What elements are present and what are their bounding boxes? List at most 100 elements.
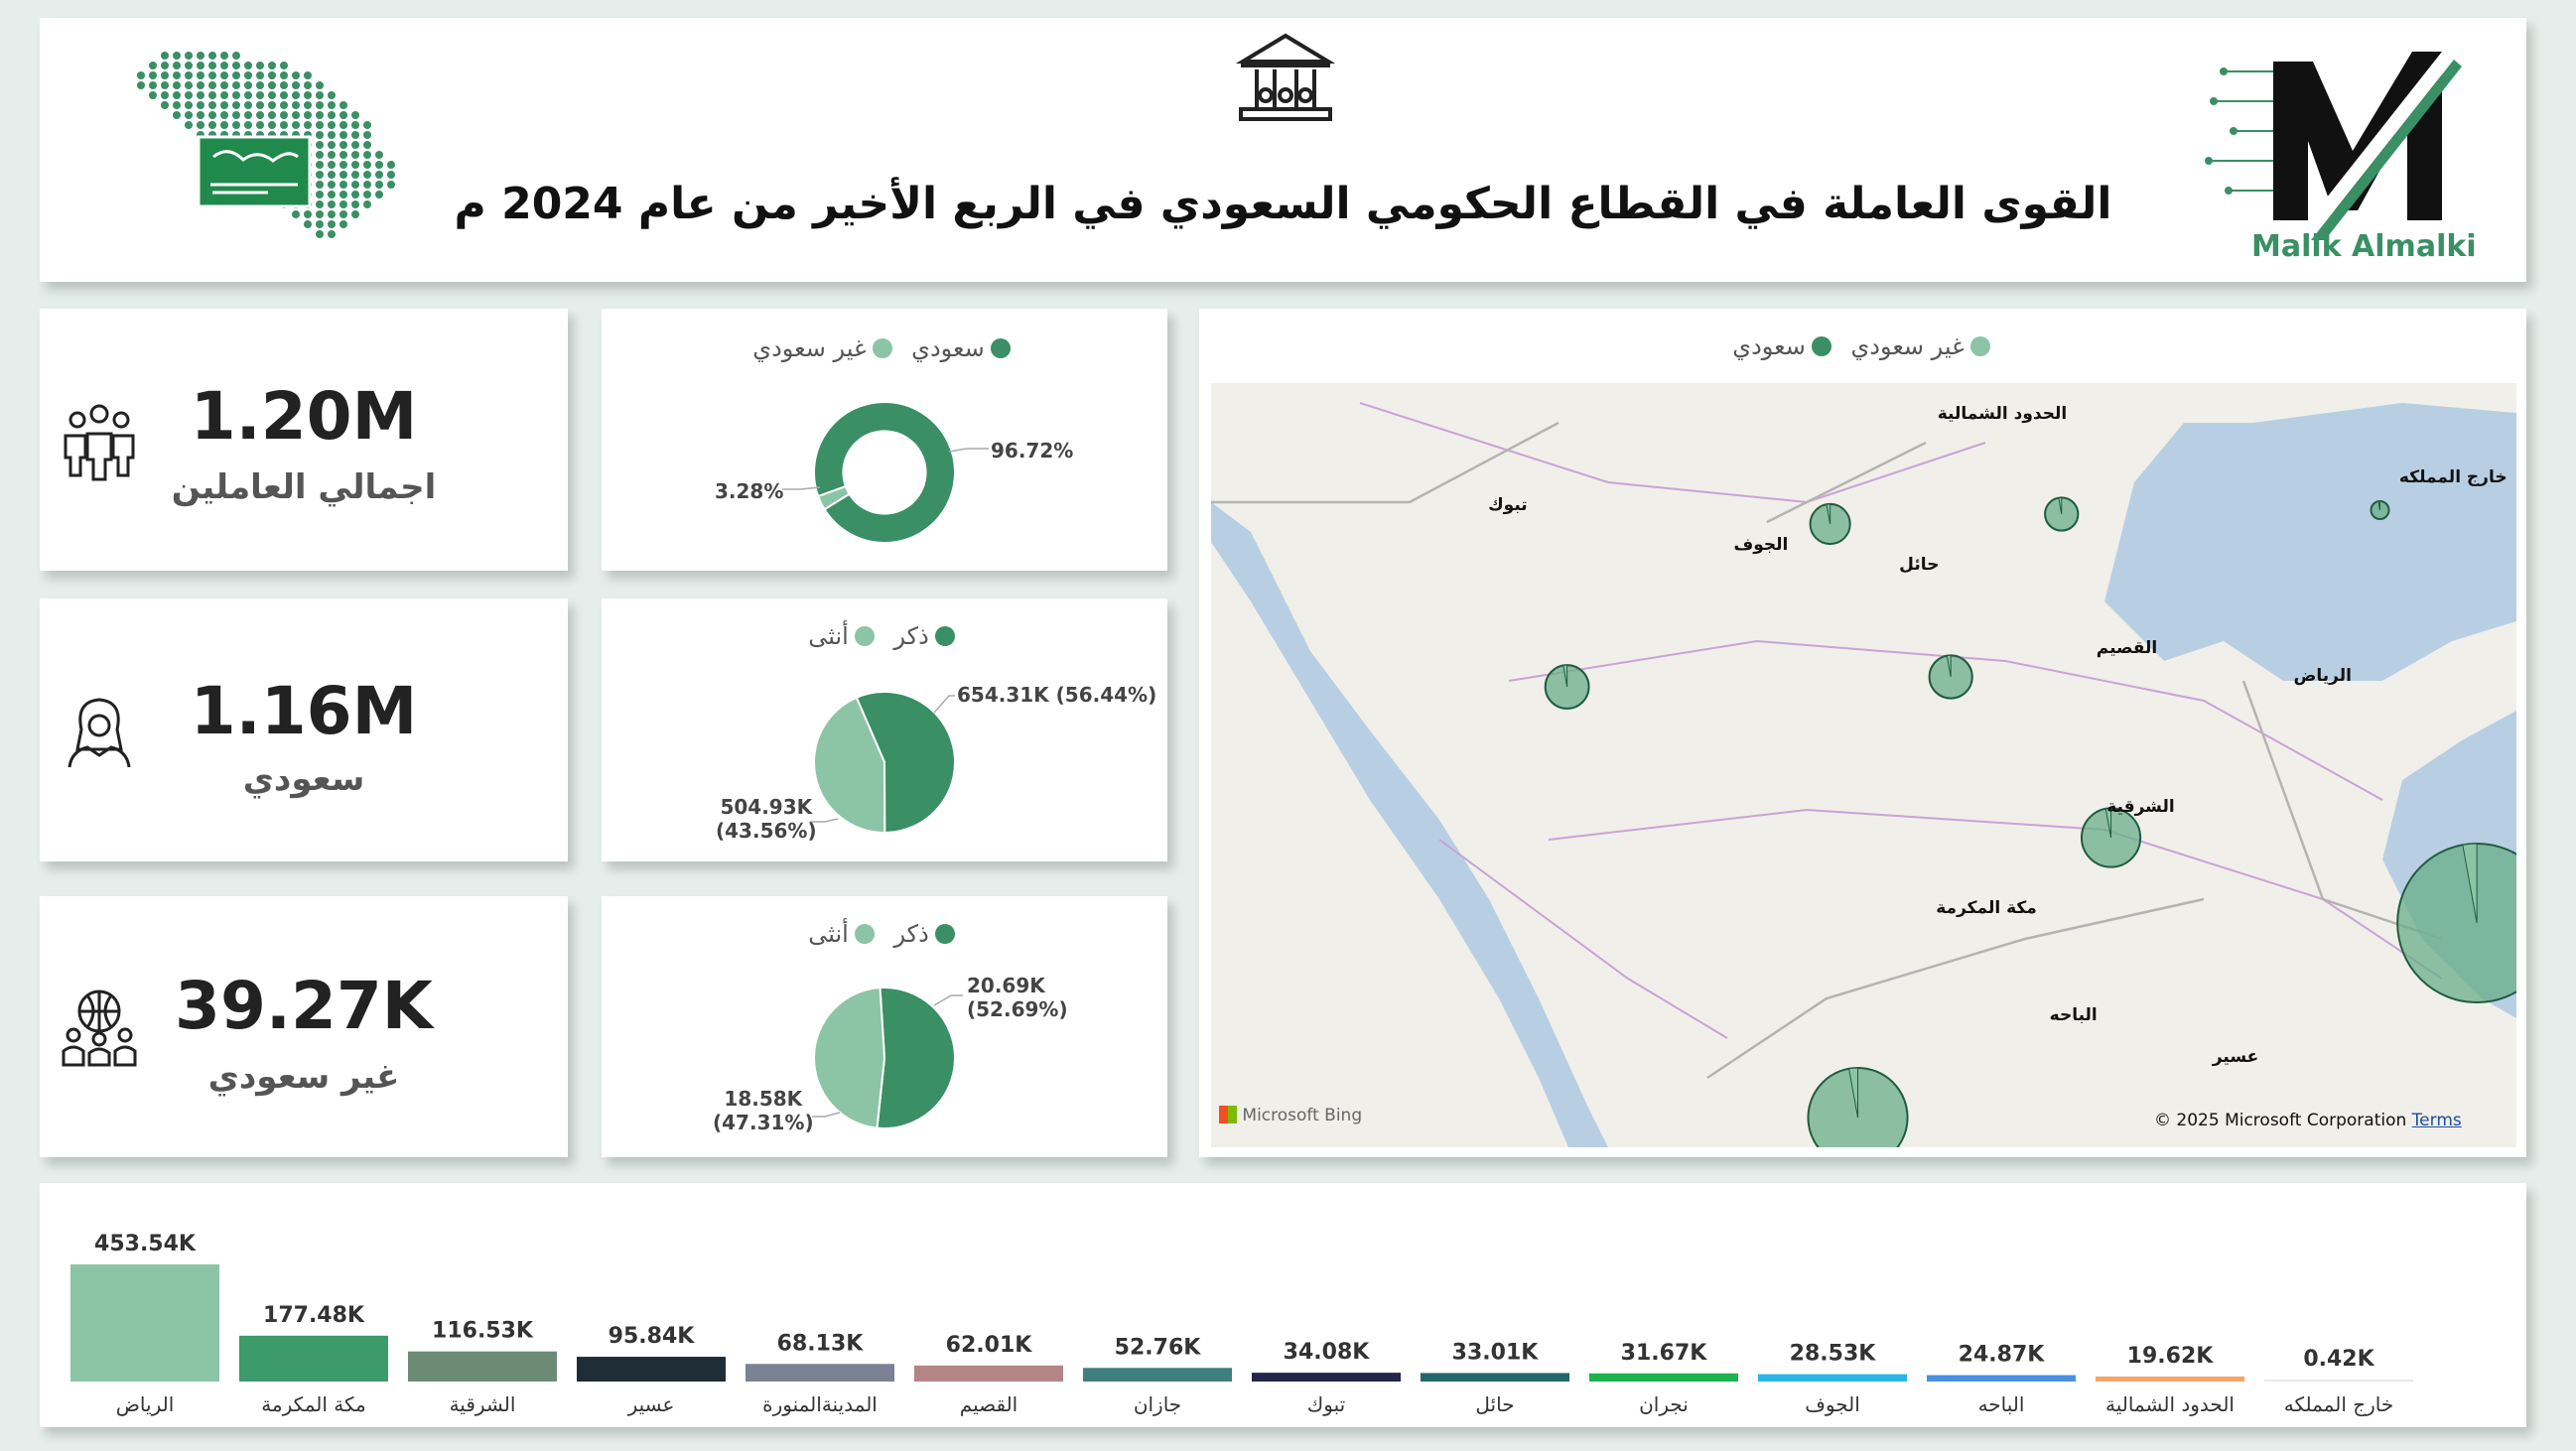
logo-dot [304, 121, 312, 129]
donut-hole [842, 430, 927, 515]
logo-dot [328, 101, 336, 109]
logo-dot [316, 91, 324, 99]
map-terms-link[interactable]: Terms [2411, 1111, 2462, 1130]
region-bubble-map[interactable]: الحدود الشمالية الجوف تبوك حائل القصيم الرياض… [1211, 383, 2516, 1147]
bar-category-9: نجران [1639, 1392, 1689, 1416]
legend-map-saudi: سعودي [1732, 332, 1806, 360]
bar-value-11: 24.87K [1959, 1343, 2046, 1368]
bar-0 [70, 1264, 219, 1382]
map-bubble-non-saudi-slice [2462, 843, 2478, 924]
logo-dot [328, 230, 336, 238]
logo-dot [292, 121, 300, 129]
pie-label-non-saudi-male-pct: (52.69%) [967, 997, 1068, 1021]
bar-value-12: 19.62K [2127, 1344, 2215, 1369]
map-bubble-3 [1928, 654, 1973, 700]
logo-dot [351, 191, 359, 198]
bar-value-8: 33.01K [1452, 1340, 1540, 1365]
bar-13 [2264, 1380, 2413, 1382]
logo-dot [328, 91, 336, 99]
logo-dot [316, 191, 324, 198]
logo-dot [232, 71, 240, 79]
map-copyright-text: © 2025 Microsoft Corporation [2154, 1111, 2407, 1130]
logo-dot [232, 121, 240, 129]
logo-dot [220, 71, 228, 79]
logo-dot [244, 71, 252, 79]
legend-dot-female-2 [854, 924, 875, 944]
map-bubble-1 [1809, 502, 1851, 546]
logo-dot [220, 111, 228, 119]
logo-dot [316, 151, 324, 159]
bar-category-12: الحدود الشمالية [2105, 1392, 2235, 1416]
logo-dot [351, 141, 359, 149]
logo-dot [292, 81, 300, 89]
logo-dot [363, 171, 371, 179]
nationality-legend: سعودي غير سعودي [746, 334, 1023, 362]
map-label-8: الباحه [2050, 1005, 2098, 1025]
legend-dot-non-saudi [872, 338, 892, 358]
map-bubble-non-saudi-slice [1946, 654, 1952, 678]
pie-label-saudi-female-value: 504.93K [720, 795, 813, 819]
logo-dot [339, 151, 347, 159]
header-banner: القوى العاملة في القطاع الحكومي السعودي … [40, 18, 2526, 282]
map-land-arabia [1211, 383, 2516, 1147]
map-bubble-2 [1544, 664, 1590, 710]
logo-dot [268, 91, 276, 99]
logo-dot [256, 111, 264, 119]
logo-dot [197, 62, 204, 69]
logo-dot [185, 91, 193, 99]
logo-dot [161, 101, 169, 109]
bar-category-0: الرياض [116, 1392, 175, 1416]
pie-label-non-saudi-male-value: 20.69K [967, 974, 1045, 997]
logo-dot [149, 81, 157, 89]
donut-leader-non-saudi [782, 486, 821, 490]
logo-dot [375, 191, 383, 198]
logo-dot [292, 91, 300, 99]
logo-dot [149, 91, 157, 99]
pie-label-non-saudi-male: 20.69K (52.69%) [967, 974, 1068, 1021]
logo-dot [173, 111, 181, 119]
logo-dot [292, 210, 300, 218]
bar-value-10: 28.53K [1790, 1342, 1877, 1367]
map-label-9: عسير [2212, 1047, 2258, 1067]
logo-dot [185, 81, 193, 89]
logo-dot [208, 71, 216, 79]
legend-dot-map-saudi [1811, 336, 1831, 356]
logo-dot [363, 141, 371, 149]
bar-7 [1252, 1373, 1401, 1382]
logo-dot [375, 161, 383, 169]
bar-3 [577, 1357, 726, 1382]
pie-label-non-saudi-female-value: 18.58K [724, 1087, 803, 1111]
logo-dot [185, 121, 193, 129]
logo-dot [351, 121, 359, 129]
logo-dot [328, 121, 336, 129]
logo-dot [268, 111, 276, 119]
logo-dot [351, 161, 359, 169]
legend-non-saudi: غير سعودي [752, 334, 867, 362]
pie-label-non-saudi-female-pct: (47.31%) [713, 1111, 814, 1134]
legend-female-2: أنثى [808, 920, 849, 948]
logo-dot [280, 111, 288, 119]
logo-dot [256, 71, 264, 79]
legend-map-non-saudi: غير سعودي [1850, 332, 1965, 360]
logo-dot [280, 71, 288, 79]
logo-dot [208, 121, 216, 129]
logo-dot [339, 171, 347, 179]
logo-dot [161, 71, 169, 79]
bar-value-4: 68.13K [777, 1331, 865, 1356]
logo-dot [363, 131, 371, 139]
logo-dot [256, 91, 264, 99]
saudi-flag-script [212, 150, 299, 163]
logo-dot [304, 220, 312, 228]
bar-value-1: 177.48K [263, 1303, 365, 1328]
gender-saudi-pie-card: ذكر أنثى 654.31K (56.44%) 504.93K (43.56… [602, 598, 1167, 861]
logo-dot [339, 220, 347, 228]
logo-dot [328, 141, 336, 149]
logo-dot [161, 62, 169, 69]
logo-dot [328, 131, 336, 139]
logo-dot [351, 131, 359, 139]
logo-dot [304, 210, 312, 218]
bing-attribution: Microsoft Bing [1219, 1106, 1362, 1125]
logo-dot [280, 101, 288, 109]
logo-dot [316, 111, 324, 119]
people-group-icon [64, 404, 135, 481]
